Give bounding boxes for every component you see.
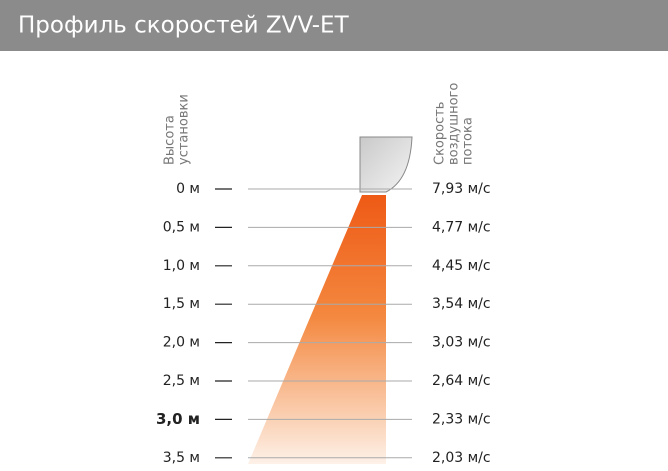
title: Профиль скоростей ZVV-ET bbox=[18, 13, 350, 39]
axis-caption: потока bbox=[461, 117, 476, 165]
speed-label: 3,03 м/с bbox=[432, 335, 491, 351]
speed-label: 7,93 м/с bbox=[432, 181, 491, 197]
height-label: 3,5 м bbox=[163, 450, 200, 466]
speed-label: 3,54 м/с bbox=[432, 296, 491, 312]
height-label: 2,0 м bbox=[163, 335, 200, 351]
speed-label: 2,03 м/с bbox=[432, 450, 491, 466]
height-label: 0,5 м bbox=[163, 219, 200, 235]
height-label: 2,5 м bbox=[163, 373, 200, 389]
axis-caption: воздушного bbox=[447, 83, 462, 165]
header-bar bbox=[0, 0, 668, 51]
height-label: 1,0 м bbox=[163, 258, 200, 274]
heater-icon bbox=[359, 136, 413, 193]
height-label: 1,5 м bbox=[163, 296, 200, 312]
axis-caption: установки bbox=[177, 94, 192, 165]
height-label: 0 м bbox=[176, 181, 200, 197]
speed-label: 2,33 м/с bbox=[432, 411, 491, 427]
air-flow bbox=[248, 195, 386, 464]
height-label: 3,0 м bbox=[156, 410, 200, 428]
axis-caption: Высота bbox=[163, 115, 178, 165]
speed-label: 2,64 м/с bbox=[432, 373, 491, 389]
axis-caption: Скорость bbox=[433, 102, 448, 165]
speed-label: 4,77 м/с bbox=[432, 219, 491, 235]
speed-label: 4,45 м/с bbox=[432, 258, 491, 274]
